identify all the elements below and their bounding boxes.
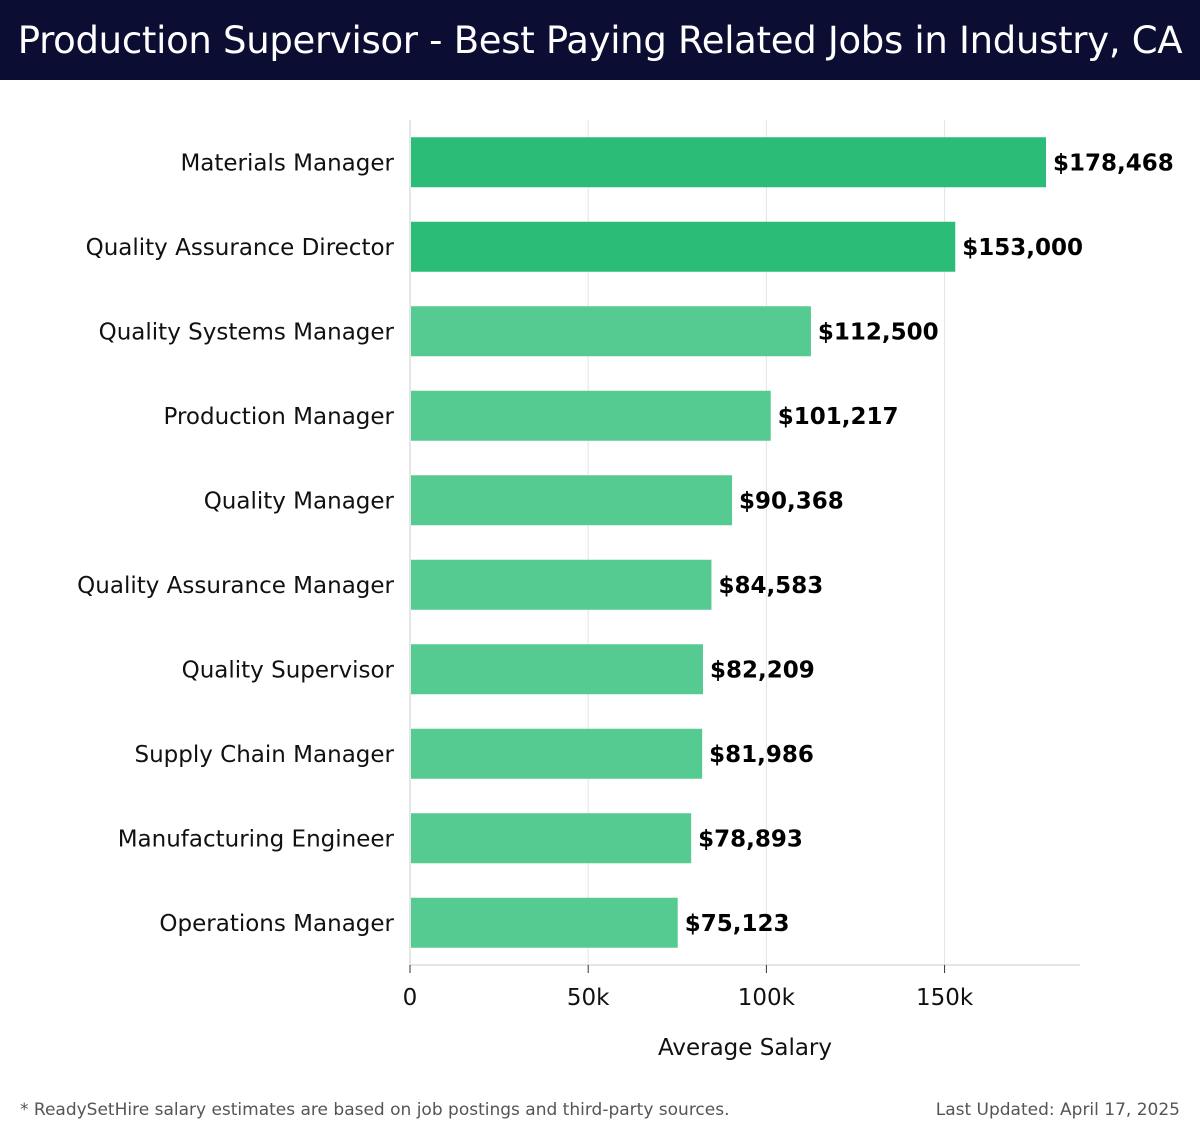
- x-tick-label: 150k: [916, 985, 974, 1011]
- category-label: Supply Chain Manager: [134, 742, 394, 768]
- category-label: Quality Systems Manager: [99, 319, 395, 345]
- category-label: Production Manager: [164, 404, 395, 430]
- value-label: $112,500: [818, 319, 939, 345]
- bar-chart: $178,468 $153,000 $112,500 $101,217 $90,368 $…: [77, 120, 1174, 1061]
- bar: [411, 728, 703, 779]
- value-label: $82,209: [710, 657, 815, 683]
- value-label: $153,000: [962, 235, 1083, 261]
- x-tick-label: 0: [403, 985, 418, 1011]
- x-tick-label: 50k: [567, 985, 610, 1011]
- value-label: $101,217: [778, 404, 899, 430]
- category-label: Materials Manager: [180, 150, 394, 176]
- bar: [411, 475, 733, 526]
- value-label: $75,123: [685, 911, 790, 937]
- bar: [411, 897, 678, 948]
- value-label: $81,986: [709, 742, 814, 768]
- category-label: Quality Supervisor: [182, 657, 395, 683]
- bar: [411, 306, 811, 357]
- axes: 0 50k 100k 150k Materials Manager Quality Ass…: [77, 120, 1080, 1011]
- bar: [411, 559, 712, 610]
- value-label: $78,893: [698, 826, 803, 852]
- value-label: $178,468: [1053, 150, 1174, 176]
- footnote: * ReadySetHire salary estimates are base…: [20, 1100, 730, 1120]
- category-label: Quality Assurance Manager: [77, 573, 394, 599]
- value-label: $90,368: [739, 488, 844, 514]
- bar: [411, 221, 956, 272]
- chart-header: Production Supervisor - Best Paying Rela…: [0, 0, 1200, 80]
- category-label: Quality Manager: [204, 488, 395, 514]
- x-axis-title: Average Salary: [658, 1035, 832, 1061]
- bar: [411, 644, 703, 695]
- category-label: Operations Manager: [159, 911, 394, 937]
- category-label: Manufacturing Engineer: [118, 826, 395, 852]
- chart-title: Production Supervisor - Best Paying Rela…: [17, 18, 1183, 62]
- category-label: Quality Assurance Director: [86, 235, 395, 261]
- last-updated: Last Updated: April 17, 2025: [935, 1100, 1180, 1120]
- value-label: $84,583: [718, 573, 823, 599]
- bar: [411, 137, 1047, 188]
- bars: $178,468 $153,000 $112,500 $101,217 $90,368 $…: [411, 137, 1174, 948]
- x-tick-label: 100k: [738, 985, 796, 1011]
- bar: [411, 390, 771, 441]
- bar: [411, 813, 692, 864]
